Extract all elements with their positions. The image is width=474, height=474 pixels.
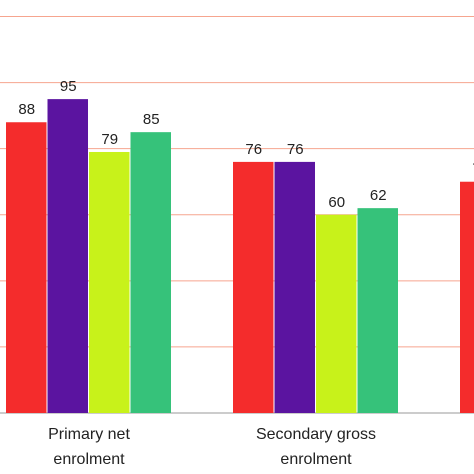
value-label: 85	[143, 111, 160, 128]
bar	[460, 181, 474, 413]
bar	[6, 122, 47, 414]
x-tick-label: Primary net enrolment	[48, 426, 130, 468]
bar	[274, 161, 315, 413]
value-label: 76	[287, 141, 304, 158]
value-label: 76	[245, 141, 262, 158]
value-label: 88	[18, 101, 35, 118]
value-label: 62	[370, 187, 387, 204]
value-label: 70	[472, 161, 474, 178]
bar	[47, 99, 88, 414]
bar	[89, 151, 130, 413]
bar	[233, 161, 274, 413]
bar	[130, 132, 171, 413]
value-label: 60	[328, 194, 345, 211]
value-label: 79	[101, 131, 118, 148]
bar	[316, 214, 357, 413]
bar	[357, 208, 398, 413]
value-label: 95	[60, 78, 77, 95]
x-tick-label: Secondary gross enrolment	[255, 426, 377, 468]
